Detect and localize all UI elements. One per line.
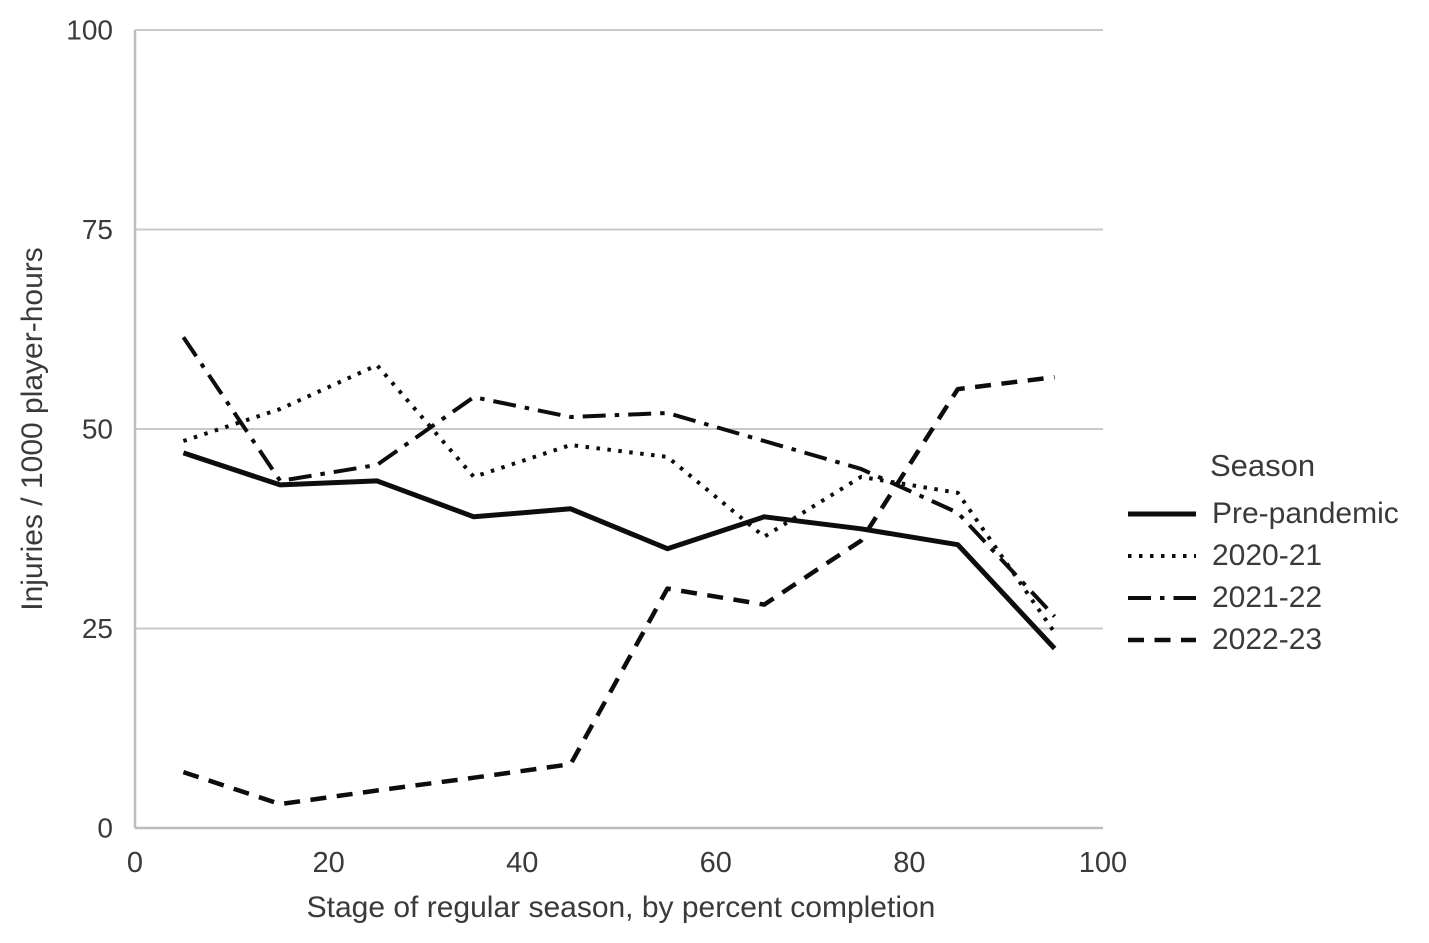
- legend-label-2022-23: 2022-23: [1212, 623, 1323, 656]
- x-tick-label-60: 60: [700, 847, 732, 879]
- x-tick-label-80: 80: [893, 847, 925, 879]
- x-axis-title: Stage of regular season, by percent comp…: [306, 891, 936, 924]
- legend-line-sample-dotted-icon: [1128, 554, 1196, 558]
- x-tick-label-20: 20: [312, 847, 344, 879]
- legend-item-2020-21: 2020-21: [1127, 535, 1427, 577]
- y-tick-label-25: 25: [82, 613, 113, 644]
- legend-item-2022-23: 2022-23: [1127, 619, 1427, 661]
- legend-label-2020-21: 2020-21: [1212, 539, 1323, 572]
- legend: Season Pre-pandemic 2020-21 2021-22 2022-23: [1127, 448, 1427, 661]
- x-tick-label-100: 100: [1079, 847, 1127, 879]
- legend-title: Season: [1210, 448, 1316, 483]
- legend-label-pre-pandemic: Pre-pandemic: [1212, 497, 1399, 530]
- legend-line-sample-solid-icon: [1128, 511, 1196, 517]
- legend-item-pre-pandemic: Pre-pandemic: [1127, 493, 1427, 535]
- series-line-pre-pandemic: [182, 450, 1057, 651]
- x-tick-label-40: 40: [506, 847, 538, 879]
- legend-label-2021-22: 2021-22: [1212, 581, 1323, 614]
- y-axis-title: Injuries / 1000 player-hours: [16, 247, 49, 611]
- series-line-2022-23: [182, 374, 1055, 807]
- y-tick-label-0: 0: [97, 813, 113, 844]
- x-tick-label-0: 0: [127, 847, 143, 879]
- legend-items: Pre-pandemic 2020-21 2021-22 2022-23: [1127, 493, 1427, 661]
- y-tick-label-50: 50: [82, 414, 113, 445]
- y-tick-label-75: 75: [82, 214, 113, 245]
- legend-item-2021-22: 2021-22: [1127, 577, 1427, 619]
- legend-line-sample-dashed-icon: [1128, 637, 1196, 643]
- series-line-2021-22: [181, 336, 1057, 618]
- y-tick-label-100: 100: [66, 15, 113, 46]
- legend-line-sample-dashdot-icon: [1128, 596, 1196, 600]
- series-line-2020-21: [182, 363, 1057, 634]
